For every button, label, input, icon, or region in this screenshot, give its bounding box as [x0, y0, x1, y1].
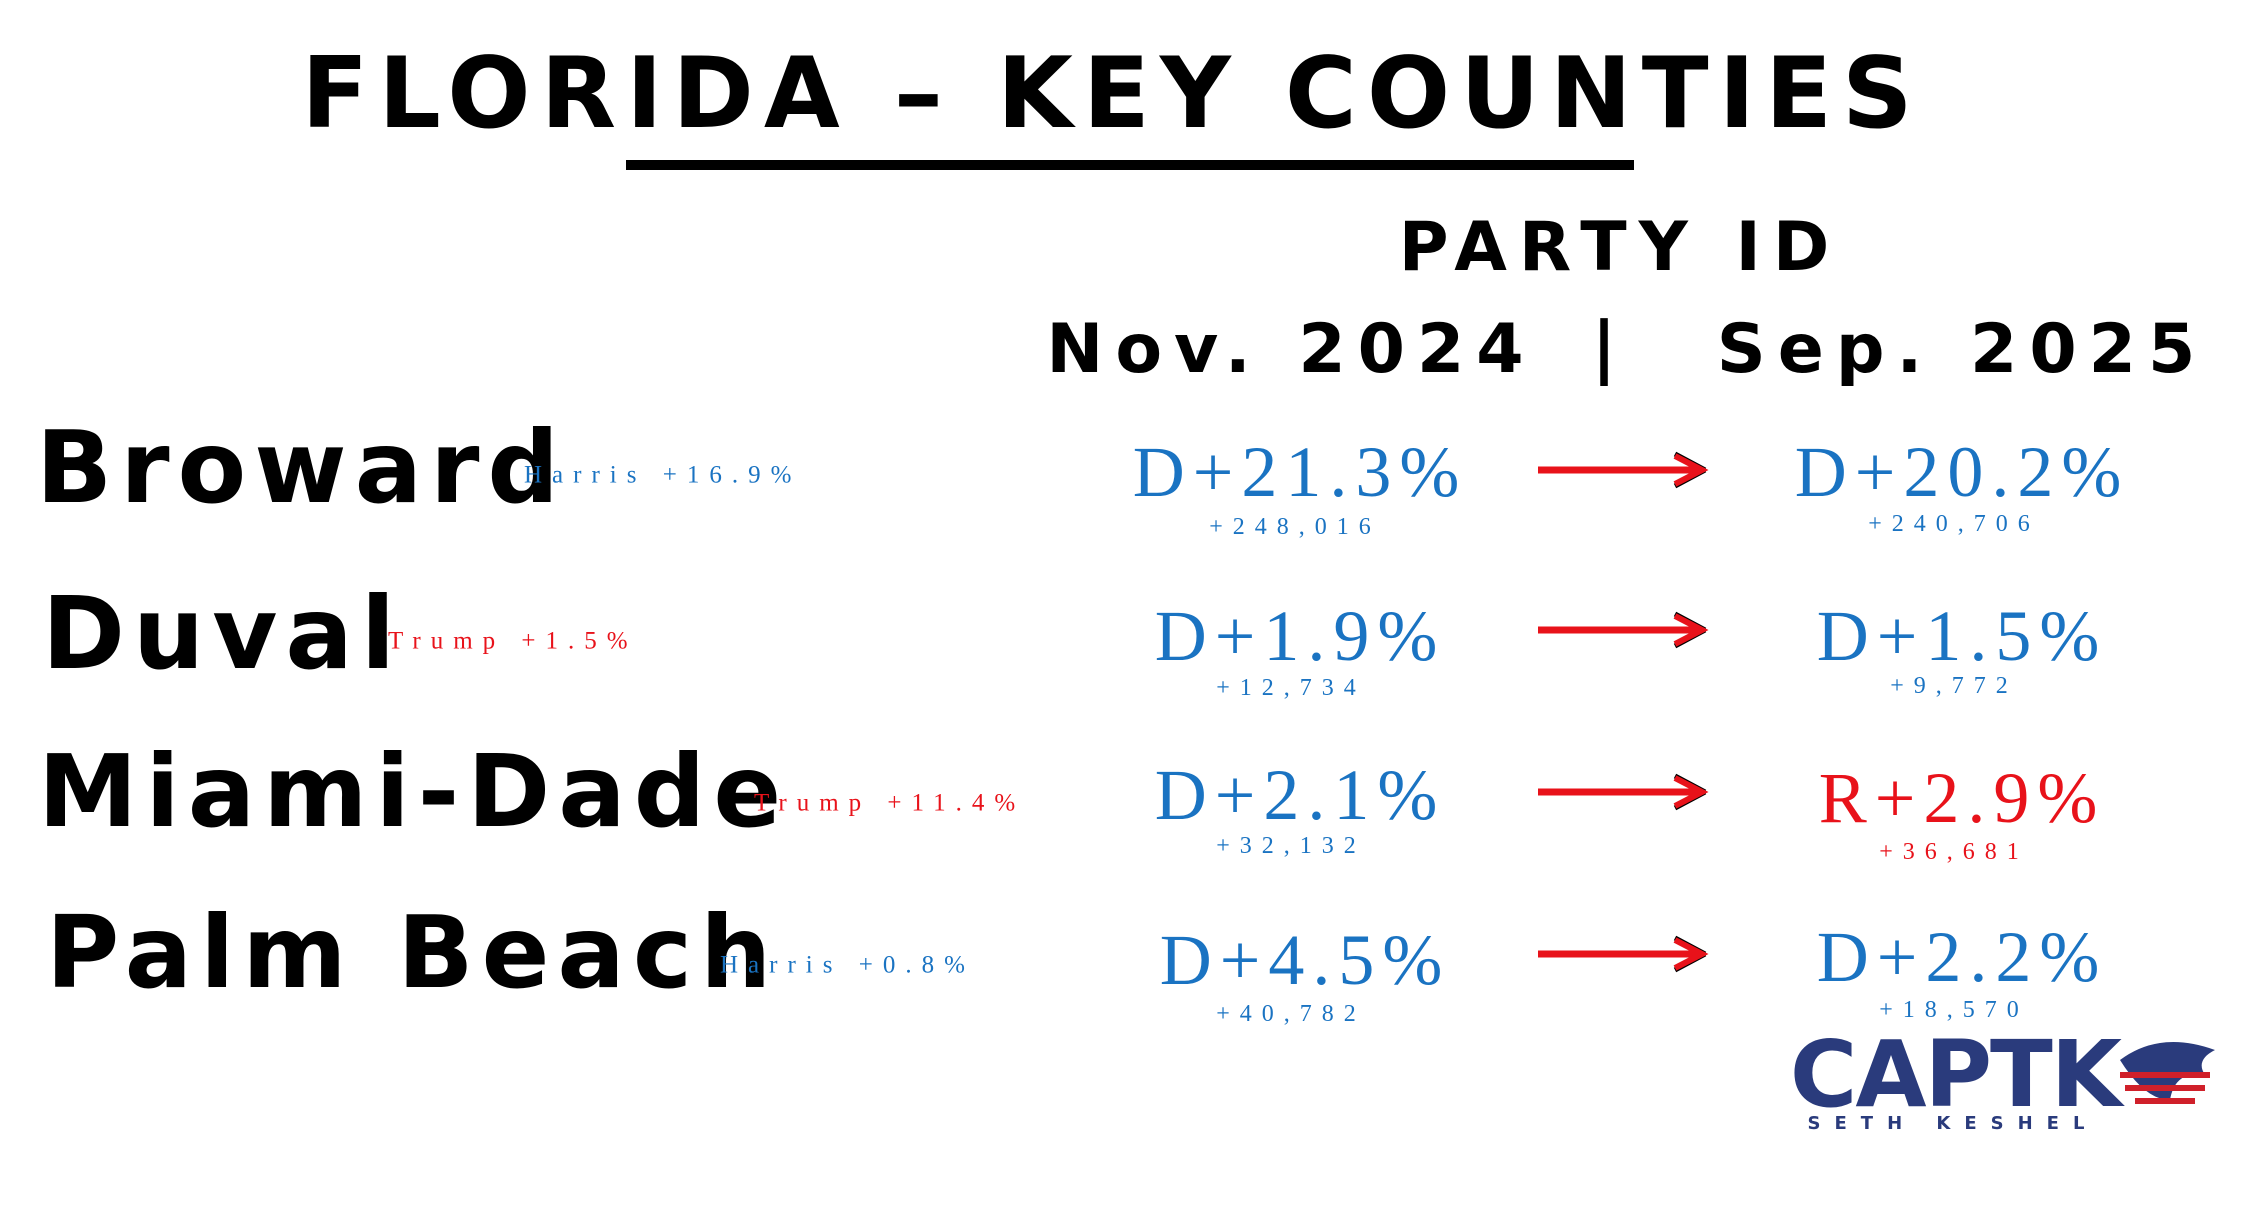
count-before: +40,782 [1216, 1001, 1366, 1027]
count-after: +18,570 [1879, 997, 2029, 1023]
result: Harris +16.9% [524, 461, 802, 489]
county: Broward [36, 409, 567, 526]
county: Duval [42, 575, 404, 692]
logo: CAPTK [1789, 1021, 2122, 1128]
arrow [1538, 776, 1705, 808]
count-before: +248,016 [1209, 514, 1381, 540]
value-before: D+1.9% [1154, 596, 1446, 676]
title-underline [626, 160, 1634, 170]
result: Harris +0.8% [720, 951, 975, 979]
result: Trump +1.5% [388, 627, 638, 655]
value-before: D+4.5% [1159, 920, 1451, 1000]
count-after: +36,681 [1879, 839, 2029, 865]
count-before: +12,734 [1216, 675, 1366, 701]
column-header: Sep. 2025 [1716, 310, 2208, 389]
value-after: D+2.2% [1816, 917, 2108, 997]
value-before: D+2.1% [1154, 755, 1446, 835]
logo-tagline: SETH KESHEL [1807, 1113, 2099, 1134]
county: Palm Beach [46, 894, 780, 1011]
subtitle: PARTY ID [1398, 208, 1842, 287]
logo-eagle [2120, 1042, 2215, 1104]
count-after: +240,706 [1868, 511, 2040, 537]
value-before: D+21.3% [1132, 432, 1468, 512]
arrow [1538, 454, 1705, 486]
count-before: +32,132 [1216, 833, 1366, 859]
arrow [1538, 614, 1705, 646]
column-header: Nov. 2024 [1046, 310, 1536, 389]
title: FLORIDA – KEY COUNTIES [301, 37, 1923, 151]
value-after: D+20.2% [1794, 432, 2130, 512]
value-after: D+1.5% [1816, 596, 2108, 676]
arrow [1538, 938, 1705, 970]
count-after: +9,772 [1890, 673, 2018, 699]
result: Trump +11.4% [754, 789, 1026, 817]
county: Miami-Dade [38, 733, 790, 850]
value-after: R+2.9% [1818, 758, 2106, 838]
separator: | [1591, 308, 1629, 387]
